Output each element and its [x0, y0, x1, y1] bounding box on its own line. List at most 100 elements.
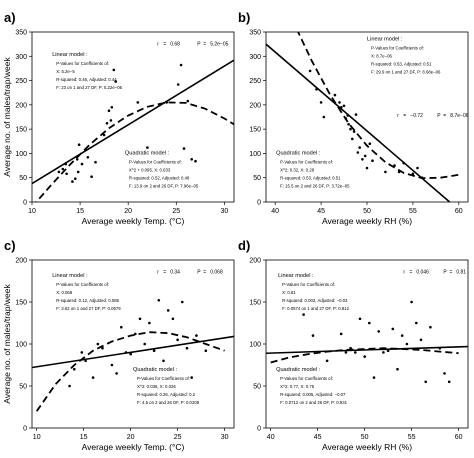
p-equals: =	[203, 269, 206, 275]
x-tick-label: 55	[409, 208, 417, 215]
y-tick-label: 50	[253, 175, 261, 182]
data-point	[419, 338, 423, 342]
data-point	[354, 113, 358, 116]
quadratic-r-squared: R-squared: 0.005, Adjusted: −0.07	[280, 392, 346, 397]
data-point	[354, 351, 357, 354]
data-point	[110, 106, 114, 109]
linear-coef-header: P-Values for Coefficients of:	[56, 282, 109, 287]
y-tick-label: 50	[253, 384, 261, 391]
linear-r-squared: R-squared: 0.12, Adjusted: 0.086	[56, 298, 119, 303]
x-tick-label: 25	[174, 434, 182, 441]
quadratic-coef-header: P-Values for Coefficients of:	[137, 376, 190, 381]
data-point	[358, 146, 362, 149]
y-tick-label: 150	[249, 127, 261, 134]
data-point	[129, 352, 132, 356]
linear-model-title: Linear model :	[52, 273, 88, 279]
linear-coef-header: P-Values for Coefficients of:	[371, 46, 424, 51]
p-label: P	[437, 113, 441, 119]
linear-f-stat: F: 0.0574 on 1 and 27 DF, P: 0.812	[282, 306, 349, 311]
r-equals: =	[403, 113, 406, 119]
quadratic-fit-line	[35, 331, 225, 412]
data-point	[102, 133, 106, 137]
data-point	[114, 80, 117, 83]
p-value: 8.7e−06	[450, 113, 468, 119]
quadratic-model-title: Quadratic model :	[133, 367, 178, 373]
y-tick-label: 0	[257, 200, 261, 207]
data-point	[182, 147, 186, 150]
data-point	[338, 101, 341, 104]
data-point	[443, 372, 446, 375]
linear-coef-header: P-Values for Coefficients of:	[56, 61, 109, 66]
data-point	[363, 355, 367, 358]
data-point	[181, 300, 184, 304]
data-point	[361, 158, 364, 161]
y-tick-label: 250	[249, 78, 261, 85]
linear-coef-values: X: 8.7e−06	[371, 54, 393, 59]
x-tick-label: 45	[317, 208, 325, 215]
data-point	[368, 142, 372, 145]
data-point	[319, 101, 323, 104]
data-point	[386, 349, 390, 353]
data-point	[349, 127, 352, 131]
data-point	[91, 376, 95, 379]
linear-model-title: Linear model :	[52, 52, 88, 58]
r-label: r	[157, 269, 159, 275]
data-point	[340, 106, 343, 109]
data-point	[171, 317, 175, 321]
data-point	[322, 115, 326, 119]
data-point	[384, 170, 387, 174]
quadratic-r-squared: R-squared: 0.53, Adjusted: 0.51	[280, 175, 341, 180]
data-point	[166, 309, 170, 312]
data-point	[358, 317, 362, 321]
x-axis-title: Average weekly Temp. (°C)	[82, 216, 185, 226]
linear-coef-values: X: 0.81	[282, 290, 296, 295]
data-point	[96, 342, 100, 346]
linear-fit-line	[266, 345, 468, 355]
quadratic-coef-values: X^2: 0.32, X: 0.28	[280, 167, 315, 172]
data-point	[115, 372, 118, 375]
data-point	[186, 99, 190, 103]
data-point	[397, 170, 401, 174]
quadratic-coef-values: X^2 + 0.095, X: 0.033	[129, 167, 171, 172]
linear-model-annotation: Linear model : P-Values for Coefficients …	[278, 273, 349, 311]
quadratic-fit-line	[270, 347, 459, 364]
data-point	[148, 321, 151, 325]
y-tick-label: 0	[257, 426, 261, 433]
p-equals: =	[449, 269, 452, 275]
data-point	[77, 143, 81, 146]
chart-panel-3: c) 10 15 20 25 30 0 50 100 150 200 Average weekly T…	[2, 238, 235, 452]
quadratic-f-stat: F: 15.5 on 2 and 26 DF, P: 3.72e−05	[280, 183, 350, 188]
r-equals: =	[409, 269, 412, 275]
quadratic-model-annotation: Quadratic model : P-Values for Coefficien…	[276, 367, 347, 405]
linear-model-annotation: Linear model : P-Values for Coefficients …	[367, 37, 441, 75]
quadratic-f-stat: F: 13.9 on 2 and 26 DF, P: 7.96e−05	[129, 183, 199, 188]
quadratic-model-annotation: Quadratic model : P-Values for Coefficien…	[276, 150, 350, 188]
data-point	[68, 384, 71, 388]
data-point	[351, 137, 354, 141]
data-point	[325, 359, 329, 363]
data-point	[382, 351, 385, 354]
data-point	[101, 346, 104, 350]
y-tick-label: 350	[249, 30, 261, 37]
panel-label: a)	[4, 10, 16, 25]
x-tick-label: 15	[76, 208, 84, 215]
p-value: 5.2e−05	[210, 42, 228, 48]
x-tick-label: 10	[28, 208, 36, 215]
y-tick-label: 200	[249, 258, 261, 265]
linear-coef-values: X: 5.2e−5	[56, 69, 75, 74]
data-point	[371, 159, 374, 162]
p-value: 0.81	[456, 269, 466, 275]
data-point	[124, 351, 128, 354]
p-equals: =	[203, 42, 206, 48]
x-tick-label: 20	[127, 434, 135, 441]
data-point	[136, 101, 140, 104]
data-point	[315, 88, 318, 91]
data-point	[94, 160, 97, 164]
data-point	[402, 161, 406, 165]
data-point	[365, 166, 369, 170]
linear-model-annotation: Linear model : P-Values for Coefficients …	[52, 273, 121, 311]
x-tick-label: 50	[361, 434, 369, 441]
x-tick-label: 40	[267, 434, 275, 441]
y-tick-label: 200	[15, 102, 27, 109]
